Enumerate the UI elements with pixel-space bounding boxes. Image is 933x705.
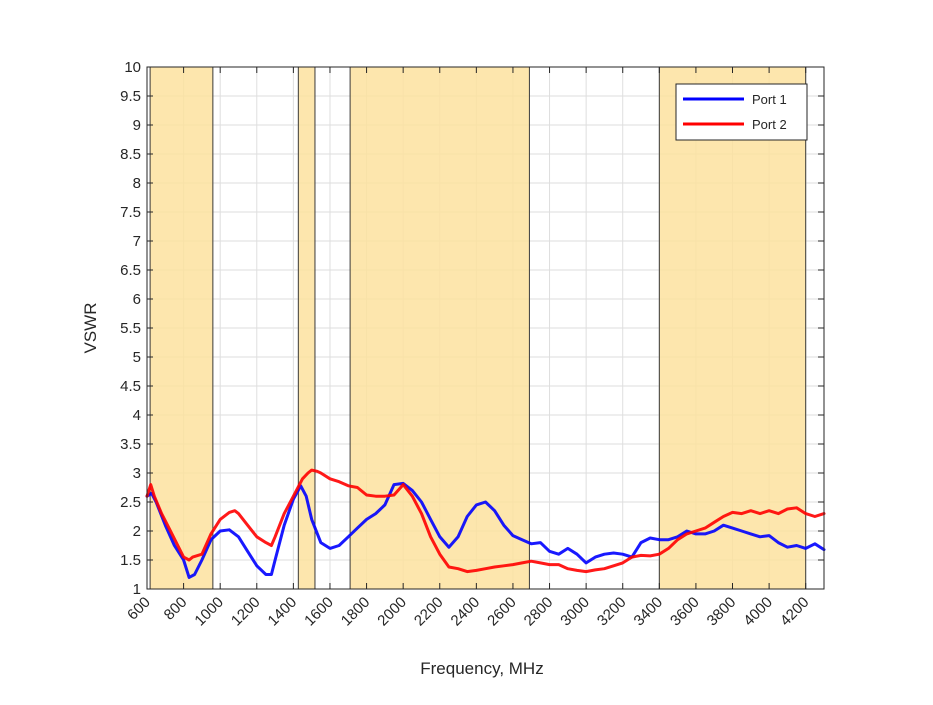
y-tick-label: 6.5 — [120, 262, 141, 279]
series-line — [145, 481, 826, 579]
y-tick-label: 3 — [133, 465, 141, 482]
y-tick-label: 1 — [133, 581, 141, 598]
y-tick-label: 8 — [133, 175, 141, 192]
y-tick-label: 9.5 — [120, 88, 141, 105]
frequency-band — [297, 66, 316, 590]
y-tick-label: 5 — [133, 349, 141, 366]
frequency-band — [149, 66, 214, 590]
y-tick-label: 2.5 — [120, 494, 141, 511]
y-tick-label: 4 — [133, 407, 141, 424]
plot-area: 600 800 1000 1200 1400 1600 1800 2000 2200 2400 26… — [120, 59, 826, 629]
x-axis-label: Frequency, MHz — [420, 659, 543, 678]
legend-label: Port 2 — [752, 117, 787, 132]
frequency-band — [658, 66, 807, 590]
y-tick-label: 8.5 — [120, 146, 141, 163]
y-tick-label: 7 — [133, 233, 141, 250]
legend-label: Port 1 — [752, 92, 787, 107]
y-tick-label: 2 — [133, 523, 141, 540]
y-tick-label: 7.5 — [120, 204, 141, 221]
y-tick-label: 9 — [133, 117, 141, 134]
frequency-band — [349, 66, 530, 590]
y-tick-label: 5.5 — [120, 320, 141, 337]
y-axis-label: VSWR — [81, 303, 100, 354]
y-tick-label: 6 — [133, 291, 141, 308]
legend-box — [675, 83, 808, 141]
y-tick-label: 3.5 — [120, 436, 141, 453]
y-tick-label: 4.5 — [120, 378, 141, 395]
series-line — [145, 468, 826, 574]
y-tick-label: 1.5 — [120, 552, 141, 569]
y-tick-label: 10 — [124, 59, 141, 76]
